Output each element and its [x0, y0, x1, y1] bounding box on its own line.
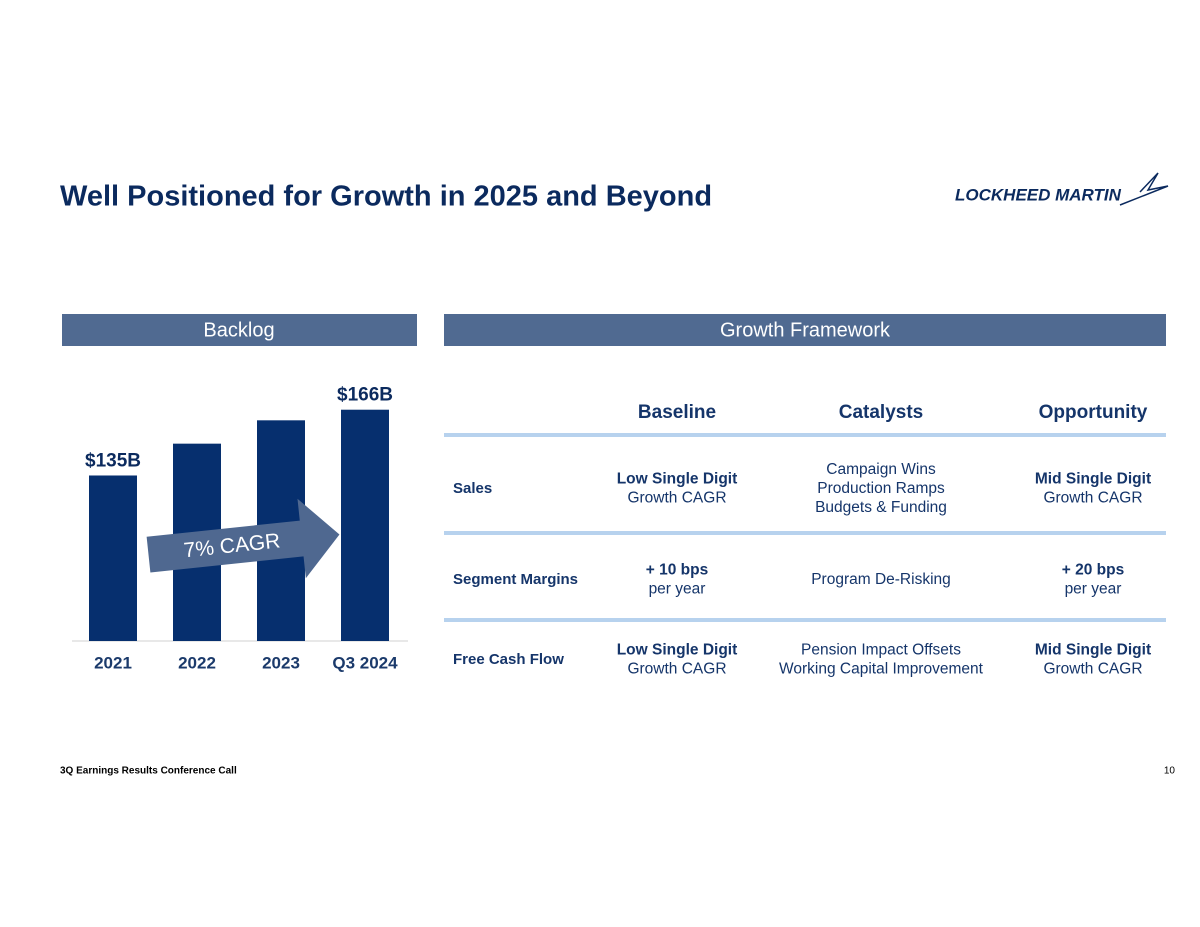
bar [89, 475, 137, 641]
data-label: $135B [85, 451, 141, 472]
column-header: Catalysts [839, 402, 924, 423]
cell-text: Growth CAGR [627, 661, 726, 678]
cagr-arrow: 7% CAGR [146, 498, 340, 579]
cell-heading: + 10 bps [646, 562, 708, 579]
x-tick-label: 2021 [94, 653, 132, 672]
footer-text: 3Q Earnings Results Conference Call [60, 766, 237, 777]
data-label: $166B [337, 385, 393, 406]
cell-text: per year [649, 581, 706, 598]
row-label: Segment Margins [453, 571, 578, 588]
cell-text: Growth CAGR [627, 490, 726, 507]
panel-title: Backlog [203, 319, 274, 341]
cell-text: per year [1065, 581, 1122, 598]
slide-title: Well Positioned for Growth in 2025 and B… [60, 181, 712, 213]
cell-heading: Low Single Digit [617, 471, 738, 488]
cell-text: Program De-Risking [811, 571, 951, 588]
bar [341, 409, 389, 641]
panel-title: Growth Framework [720, 319, 891, 341]
row-label: Free Cash Flow [453, 651, 564, 668]
cell-heading: + 20 bps [1062, 562, 1124, 579]
panel-header [444, 314, 1166, 346]
logo-text: LOCKHEED MARTIN [955, 185, 1122, 204]
cell-text: Pension Impact Offsets [801, 642, 961, 659]
cell-heading: Low Single Digit [617, 642, 738, 659]
column-header: Baseline [638, 402, 716, 423]
panel-header [62, 314, 417, 346]
cell-text: Working Capital Improvement [779, 661, 984, 678]
x-tick-label: 2023 [262, 653, 300, 672]
cell-text: Production Ramps [817, 480, 945, 497]
cell-text: Budgets & Funding [815, 499, 947, 516]
cell-text: Growth CAGR [1043, 661, 1142, 678]
x-tick-label: 2022 [178, 653, 216, 672]
page-number: 10 [1164, 766, 1176, 777]
arrow-shape [146, 498, 340, 579]
cell-heading: Mid Single Digit [1035, 642, 1151, 659]
cell-heading: Mid Single Digit [1035, 471, 1151, 488]
column-header: Opportunity [1039, 402, 1148, 423]
x-tick-label: Q3 2024 [332, 653, 398, 672]
growth-table: Baseline Catalysts Opportunity Sales Low Sin… [444, 402, 1166, 678]
cell-text: Growth CAGR [1043, 490, 1142, 507]
logo-star [1119, 172, 1169, 206]
cell-text: Campaign Wins [826, 461, 936, 478]
row-label: Sales [453, 480, 492, 497]
